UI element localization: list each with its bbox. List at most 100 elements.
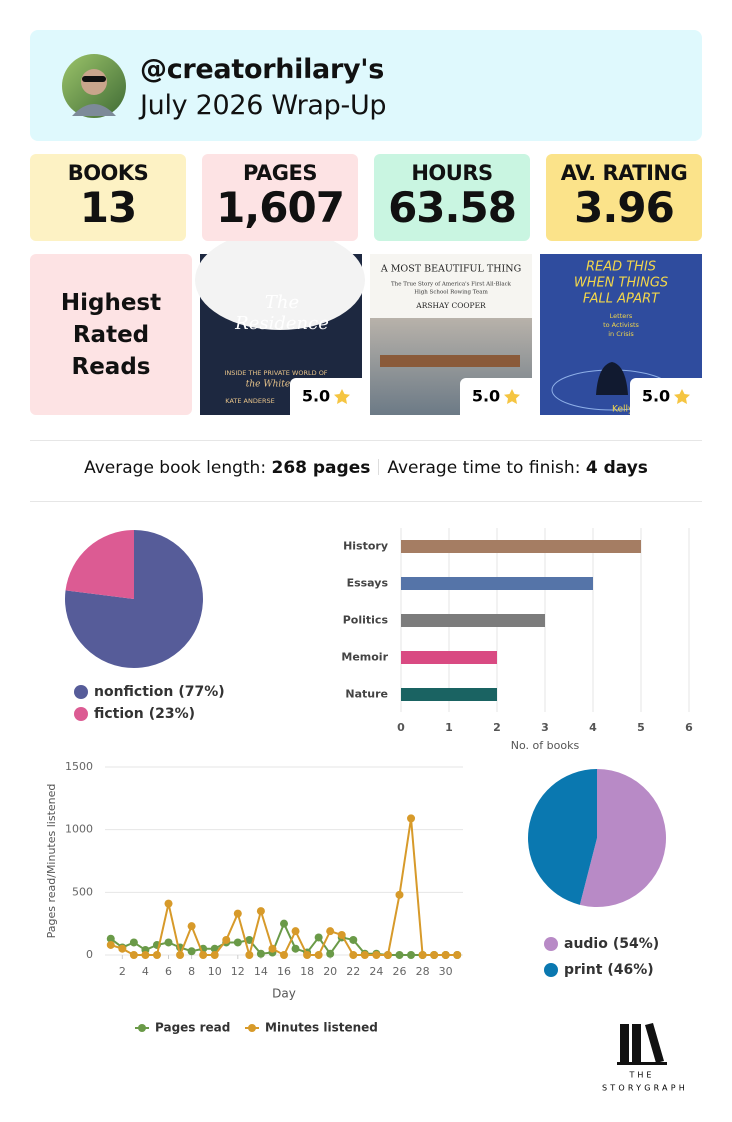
point xyxy=(418,951,427,959)
stat-box: PAGES 1,607 xyxy=(202,154,358,241)
divider xyxy=(30,501,702,502)
stat-box: HOURS 63.58 xyxy=(374,154,530,241)
cover-text: INSIDE THE PRIVATE WORLD OF xyxy=(224,369,327,377)
stat-value: 1,607 xyxy=(216,183,345,232)
x-tick-label: 0 xyxy=(397,721,405,734)
legend-label: print (46%) xyxy=(564,962,654,978)
point xyxy=(372,951,381,959)
stat-value: 3.96 xyxy=(574,183,675,232)
highlight-title: Highest Rated Reads xyxy=(60,289,162,380)
legend-marker xyxy=(74,685,88,699)
point xyxy=(430,951,439,959)
y-tick-label: Memoir xyxy=(341,651,388,664)
point xyxy=(187,947,196,956)
cover: READ THIS WHEN THINGS FALL APART Letters… xyxy=(540,254,702,415)
divider xyxy=(30,440,702,441)
point xyxy=(164,938,173,947)
x-tick-label: 16 xyxy=(277,965,291,978)
cover-text: READ THIS xyxy=(586,260,656,275)
point xyxy=(164,899,173,908)
point xyxy=(256,949,265,958)
legend-category: nonfiction xyxy=(94,684,173,700)
point xyxy=(395,951,404,959)
pie-slice xyxy=(528,769,597,905)
point xyxy=(199,951,208,959)
point xyxy=(383,951,392,959)
summary-value: 4 days xyxy=(585,458,648,478)
point xyxy=(222,935,231,944)
rating-badge: 5.0 xyxy=(290,378,362,415)
legend-category: audio xyxy=(564,936,608,952)
cover: The Residence INSIDE THE PRIVATE WORLD O… xyxy=(195,230,365,415)
pie-slice xyxy=(579,769,667,908)
cover-text: WHEN THINGS xyxy=(574,276,668,291)
point xyxy=(187,922,196,931)
x-tick-label: 1 xyxy=(445,721,453,734)
point xyxy=(326,927,335,936)
x-tick-label: 20 xyxy=(323,965,337,978)
legend-category: print xyxy=(564,962,603,978)
point xyxy=(337,930,346,939)
legend-value: (77%) xyxy=(178,684,224,700)
y-tick-label: Nature xyxy=(345,688,388,701)
point xyxy=(360,951,369,959)
stat-box: AV. RATING 3.96 xyxy=(546,154,702,241)
y-axis-label: Pages read/Minutes listened xyxy=(45,784,58,939)
point xyxy=(441,951,450,959)
logo-text: STORYGRAPH xyxy=(602,1084,688,1093)
stat-box: BOOKS 13 xyxy=(30,154,186,241)
cover-text: the White xyxy=(246,380,290,390)
x-tick-label: 3 xyxy=(541,721,549,734)
y-tick-label: Politics xyxy=(343,614,389,627)
bar xyxy=(401,577,593,590)
x-tick-label: 8 xyxy=(188,965,195,978)
rating: 5.0 xyxy=(302,387,330,406)
x-tick-label: 6 xyxy=(165,965,172,978)
legend-label: Minutes listened xyxy=(265,1021,378,1035)
point xyxy=(106,934,115,943)
point xyxy=(106,940,115,949)
x-tick-label: 5 xyxy=(637,721,645,734)
handle: @creatorhilary's xyxy=(140,54,385,85)
x-tick-label: 30 xyxy=(439,965,453,978)
cover-text: FALL APART xyxy=(583,292,660,307)
cover-text: The xyxy=(265,292,299,313)
point xyxy=(407,814,416,823)
legend-marker xyxy=(138,1024,146,1032)
x-tick-label: 4 xyxy=(142,965,149,978)
bar xyxy=(401,540,641,553)
cover-text: Kelly H xyxy=(612,405,643,415)
point xyxy=(245,935,254,944)
x-tick-label: 10 xyxy=(208,965,222,978)
x-tick-label: 28 xyxy=(416,965,430,978)
legend-label: fiction (23%) xyxy=(94,706,195,722)
bar xyxy=(401,688,497,701)
cover-text: High School Rowing Team xyxy=(414,290,488,296)
logo-text: THE xyxy=(629,1071,655,1080)
series-line xyxy=(110,818,458,959)
logo: THE STORYGRAPH xyxy=(602,1023,688,1093)
stat-value: 63.58 xyxy=(388,183,517,232)
pie-slice xyxy=(65,530,134,599)
point xyxy=(233,938,242,947)
x-tick-label: 2 xyxy=(493,721,501,734)
point xyxy=(280,919,288,928)
rating: 5.0 xyxy=(642,387,670,406)
summary-label: Average book length: xyxy=(84,458,267,478)
point xyxy=(129,951,138,959)
point xyxy=(129,938,138,947)
point xyxy=(118,944,127,953)
cover-text: Residence xyxy=(234,313,329,334)
bar xyxy=(401,651,497,664)
point xyxy=(395,890,404,899)
x-axis-label: No. of books xyxy=(511,739,580,752)
point xyxy=(176,951,185,959)
x-tick-label: 14 xyxy=(254,965,268,978)
point xyxy=(280,951,288,959)
x-tick-label: 2 xyxy=(119,965,126,978)
legend-label: Pages read xyxy=(155,1021,230,1035)
x-axis-label: Day xyxy=(272,987,296,1001)
x-tick-label: 18 xyxy=(300,965,314,978)
y-tick-label: 1000 xyxy=(65,823,93,836)
point xyxy=(349,951,358,959)
